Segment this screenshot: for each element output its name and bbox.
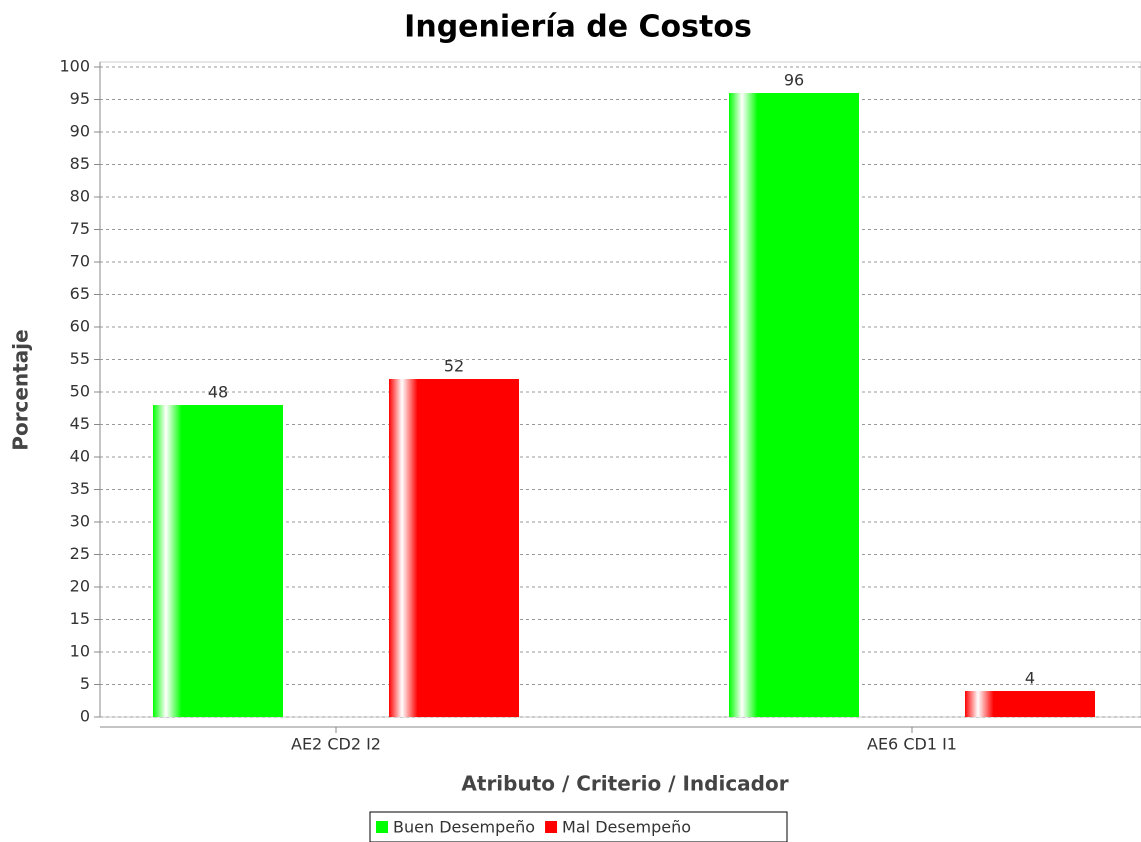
data-label: 52 — [444, 357, 464, 376]
y-tick-label: 0 — [80, 707, 90, 726]
y-tick-label: 5 — [80, 674, 90, 693]
legend-swatch — [376, 821, 388, 833]
y-tick-label: 80 — [70, 187, 90, 206]
y-tick-label: 75 — [70, 219, 90, 238]
y-tick-label: 30 — [70, 512, 90, 531]
y-tick-label: 40 — [70, 447, 90, 466]
data-label: 4 — [1025, 669, 1035, 688]
y-tick-label: 70 — [70, 252, 90, 271]
bar — [153, 405, 283, 717]
bar — [965, 691, 1095, 717]
y-tick-label: 45 — [70, 414, 90, 433]
x-tick-label: AE6 CD1 I1 — [867, 735, 957, 754]
data-label: 48 — [208, 383, 228, 402]
legend — [369, 811, 788, 842]
chart-title: Ingeniería de Costos — [404, 10, 752, 45]
legend-swatch — [545, 821, 558, 833]
y-tick-label: 90 — [70, 122, 90, 141]
legend-label: Buen Desempeño — [393, 818, 535, 837]
y-tick-label: 15 — [70, 609, 90, 628]
y-tick-label: 60 — [70, 317, 90, 336]
y-tick-label: 100 — [59, 57, 90, 76]
bar — [389, 379, 519, 717]
y-tick-label: 85 — [70, 154, 90, 173]
y-tick-label: 25 — [70, 544, 90, 563]
data-label: 96 — [784, 71, 804, 90]
y-tick-label: 95 — [70, 89, 90, 108]
x-tick-label: AE2 CD2 I2 — [291, 735, 381, 754]
y-tick-label: 10 — [70, 642, 90, 661]
bar — [729, 93, 859, 717]
y-tick-label: 35 — [70, 479, 90, 498]
legend-label: Mal Desempeño — [562, 818, 691, 837]
y-tick-label: 50 — [70, 382, 90, 401]
y-tick-label: 20 — [70, 577, 90, 596]
y-tick-label: 65 — [70, 284, 90, 303]
x-axis-label: Atributo / Criterio / Indicador — [461, 772, 788, 796]
y-tick-label: 55 — [70, 349, 90, 368]
y-axis-label: Porcentaje — [9, 329, 33, 450]
